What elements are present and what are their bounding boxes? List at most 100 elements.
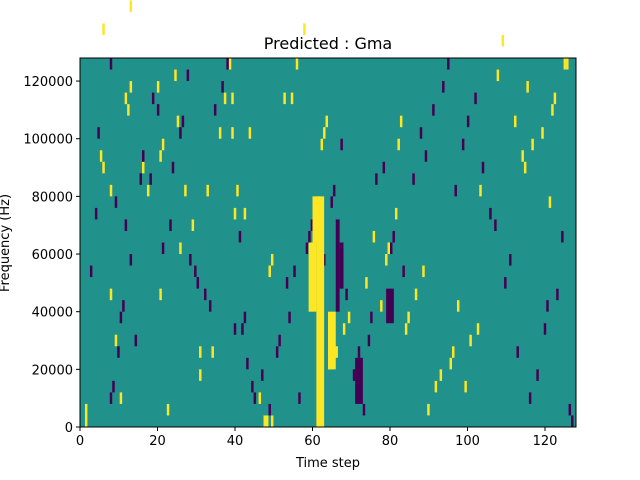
heatmap-cell-high xyxy=(399,115,403,128)
heatmap-cell-low xyxy=(546,300,549,312)
heatmap-cell-low xyxy=(251,380,254,393)
heatmap-cell-high xyxy=(199,369,202,381)
heatmap-cell-high xyxy=(266,415,269,427)
heatmap-cell-low xyxy=(246,357,249,370)
heatmap-cell-low xyxy=(226,58,229,70)
heatmap-cell-high xyxy=(347,311,351,324)
heatmap-cell-high xyxy=(84,415,88,427)
heatmap-cell-low xyxy=(543,323,547,335)
heatmap-cell-high xyxy=(270,254,274,266)
heatmap-band-high xyxy=(328,311,336,370)
heatmap-band-high xyxy=(316,196,325,427)
heatmap-cell-low xyxy=(352,369,356,381)
heatmap-cell-high xyxy=(394,207,398,220)
x-tick-label: 0 xyxy=(76,434,84,449)
heatmap-cell-low xyxy=(481,161,485,174)
heatmap-cell-high xyxy=(295,58,299,70)
heatmap-cell-high xyxy=(263,415,266,427)
heatmap-cell-high xyxy=(184,184,187,197)
heatmap-cell-low xyxy=(568,403,572,416)
heatmap-cell-high xyxy=(342,323,346,335)
heatmap-cell-low xyxy=(241,323,244,335)
heatmap-cell-high xyxy=(496,69,500,82)
heatmap-cell-low xyxy=(278,334,281,347)
heatmap-cell-high xyxy=(176,115,180,128)
heatmap-cell-low xyxy=(367,334,371,347)
heatmap-cell-high xyxy=(335,346,338,358)
heatmap-cell-low xyxy=(382,161,386,174)
heatmap-cell-low xyxy=(298,392,301,404)
heatmap-cell-high xyxy=(464,380,467,393)
heatmap-cell-high xyxy=(385,254,388,266)
heatmap-cell-high xyxy=(325,115,328,128)
heatmap-cell-low xyxy=(171,161,175,174)
heatmap-cell-low xyxy=(556,288,559,301)
heatmap-cell-low xyxy=(221,81,224,93)
heatmap-cell-low xyxy=(293,265,296,278)
y-tick-label: 120000 xyxy=(23,75,73,90)
heatmap-cell-high xyxy=(397,138,400,151)
heatmap-cell-high xyxy=(290,92,294,105)
heatmap-cell-high xyxy=(223,92,227,105)
heatmap-cell-high xyxy=(414,288,418,301)
x-tick-label: 80 xyxy=(382,434,399,449)
heatmap-cell-high xyxy=(236,184,239,197)
heatmap-cell-high xyxy=(514,115,517,128)
heatmap-cell-high xyxy=(127,104,130,116)
heatmap-cell-low xyxy=(161,242,165,255)
heatmap-band-low xyxy=(355,357,363,404)
heatmap-cell-low xyxy=(275,346,279,358)
heatmap-cell-high xyxy=(501,34,505,47)
x-tick-label: 120 xyxy=(533,434,558,449)
heatmap-cell-low xyxy=(117,346,120,358)
heatmap-cell-high xyxy=(449,357,452,370)
heatmap-background xyxy=(80,58,576,427)
heatmap-cell-low xyxy=(392,230,395,243)
heatmap-cell-low xyxy=(253,392,257,404)
heatmap-cell-high xyxy=(102,161,105,174)
heatmap-cell-high xyxy=(320,138,324,151)
heatmap-cell-low xyxy=(285,277,289,289)
heatmap-cell-high xyxy=(159,288,162,301)
heatmap-cell-low xyxy=(474,92,477,105)
heatmap-cell-high xyxy=(531,138,534,151)
heatmap-cell-low xyxy=(181,115,185,128)
x-tick-label: 40 xyxy=(227,434,244,449)
heatmap-cell-high xyxy=(156,81,160,93)
heatmap-cell-high xyxy=(102,23,105,35)
heatmap-cell-high xyxy=(323,127,326,139)
heatmap-cell-low xyxy=(119,311,123,324)
heatmap-cell-low xyxy=(233,323,237,335)
heatmap-cell-low xyxy=(504,277,507,289)
x-tick-label: 20 xyxy=(149,434,166,449)
heatmap-cell-low xyxy=(310,219,314,231)
y-tick-label: 40000 xyxy=(32,306,73,321)
heatmap-cell-high xyxy=(191,219,195,231)
heatmap-cell-low xyxy=(402,265,405,278)
heatmap-cell-low xyxy=(134,334,138,347)
heatmap-cell-high xyxy=(434,380,438,393)
chart-title: Predicted : Gma xyxy=(264,34,392,53)
heatmap-cell-low xyxy=(362,403,366,416)
heatmap-cell-high xyxy=(372,230,376,243)
heatmap-cell-low xyxy=(432,104,435,116)
heatmap-cell-high xyxy=(427,403,430,416)
heatmap-cell-high xyxy=(142,161,145,174)
y-tick-label: 80000 xyxy=(32,190,73,205)
heatmap-cell-high xyxy=(456,300,460,312)
heatmap-cell-low xyxy=(466,115,470,128)
heatmap-cell-high xyxy=(303,23,306,35)
heatmap-cell-low xyxy=(340,138,343,151)
heatmap-cell-high xyxy=(231,92,234,105)
heatmap-cell-low xyxy=(516,346,519,358)
heatmap-cell-low xyxy=(142,150,145,162)
heatmap-cell-high xyxy=(129,0,133,12)
heatmap-cell-high xyxy=(268,265,271,278)
y-axis-label: Frequency (Hz) xyxy=(0,194,13,292)
heatmap-cell-high xyxy=(387,242,390,255)
y-tick-label: 20000 xyxy=(32,363,73,378)
heatmap-cell-high xyxy=(270,415,274,427)
heatmap-cell-high xyxy=(404,323,408,335)
heatmap-cell-low xyxy=(169,219,172,231)
heatmap-cell-low xyxy=(186,69,190,82)
